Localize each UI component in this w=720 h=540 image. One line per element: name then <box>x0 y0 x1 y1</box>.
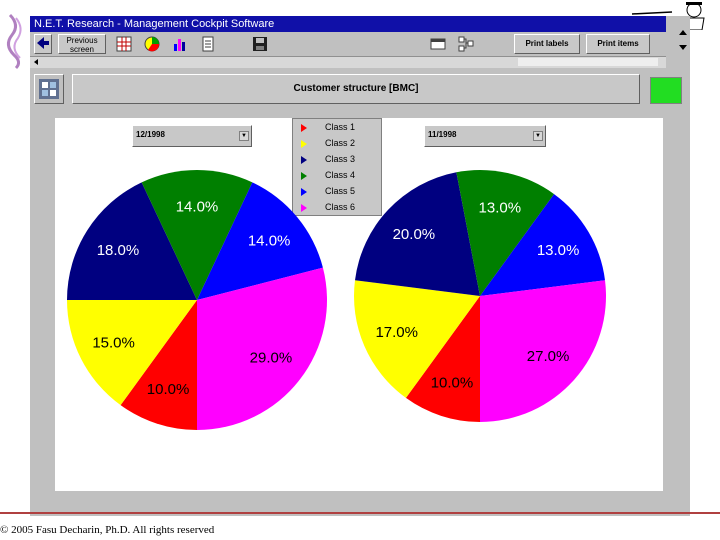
pie-slice <box>67 182 197 300</box>
pie-slice <box>480 194 606 296</box>
pie-slice <box>480 280 606 422</box>
legend-marker <box>301 124 307 132</box>
pie-data-label: 14.0% <box>248 232 291 249</box>
pie-data-label: 10.0% <box>147 381 190 398</box>
chevron-down-icon[interactable]: ▼ <box>533 131 543 141</box>
pie-slice <box>405 296 480 422</box>
print-labels-button[interactable]: Print labels <box>514 34 580 54</box>
pie-slice <box>120 300 197 430</box>
pie-data-label: 20.0% <box>393 226 436 243</box>
pie-slice <box>197 267 327 430</box>
legend-label: Class 3 <box>325 154 356 164</box>
table-icon[interactable] <box>116 36 132 52</box>
legend-item[interactable]: Class 6 <box>297 201 381 216</box>
panel-title: Customer structure [BMC] <box>72 74 640 104</box>
pie-charts: 10.0% 15.0% 18.0% 14.0% 14.0% 29.0% 10.0% 17.0%… <box>67 170 606 430</box>
pie-chart-icon[interactable] <box>144 36 160 52</box>
pie-slice <box>141 170 253 300</box>
legend-marker <box>301 156 307 164</box>
pie-data-label: 18.0% <box>97 242 140 259</box>
pie-slice <box>354 172 480 296</box>
pie-slice <box>197 182 323 300</box>
save-disk-icon[interactable] <box>252 36 268 52</box>
pie-data-label: 27.0% <box>527 348 570 365</box>
bar-chart-icon[interactable] <box>172 36 188 52</box>
pie-data-label: 14.0% <box>176 198 219 215</box>
previous-screen-button[interactable]: Previous screen <box>58 34 106 54</box>
menu-grid-icon <box>39 79 59 99</box>
chevron-down-icon[interactable]: ▼ <box>239 131 249 141</box>
status-indicator <box>650 77 682 104</box>
legend-label: Class 6 <box>325 202 356 212</box>
vertical-scrollbar[interactable] <box>676 16 690 66</box>
legend-label: Class 2 <box>325 138 356 148</box>
pie-data-label: 29.0% <box>250 349 293 366</box>
legend-item[interactable]: Class 5 <box>297 185 381 200</box>
print-items-button[interactable]: Print items <box>586 34 650 54</box>
date-dropdown-right[interactable]: 11/1998 ▼ <box>424 125 546 147</box>
document-icon[interactable] <box>200 36 216 52</box>
date-dropdown-left-value: 12/1998 <box>136 130 165 139</box>
legend-label: Class 1 <box>325 122 356 132</box>
legend-marker <box>301 188 307 196</box>
arrow-left-icon <box>37 37 49 49</box>
legend-item[interactable]: Class 2 <box>297 137 381 152</box>
menu-button[interactable] <box>34 74 64 104</box>
back-arrow-button[interactable] <box>34 34 52 54</box>
scroll-down-icon[interactable] <box>678 44 688 52</box>
network-tree-icon[interactable] <box>458 36 474 52</box>
footer-divider <box>0 512 720 514</box>
pie-slice <box>456 170 555 296</box>
pie-slice <box>67 300 197 406</box>
legend-marker <box>301 172 307 180</box>
legend-label: Class 5 <box>325 186 356 196</box>
legend-marker <box>301 204 307 212</box>
scrollbar-thumb[interactable] <box>518 58 658 66</box>
pie-data-label: 13.0% <box>537 242 580 259</box>
pie-data-label: 15.0% <box>92 334 135 351</box>
scroll-up-icon[interactable] <box>678 28 688 36</box>
pie-data-label: 17.0% <box>375 324 418 341</box>
pie-data-label: 10.0% <box>431 374 474 391</box>
pie-slice <box>354 280 480 398</box>
scroll-left-icon[interactable] <box>32 58 40 66</box>
pie-data-label: 13.0% <box>479 199 522 216</box>
date-dropdown-right-value: 11/1998 <box>428 130 457 139</box>
legend: Class 1 Class 2 Class 3 Class 4 Class 5 … <box>292 118 382 216</box>
window-title: N.E.T. Research - Management Cockpit Sof… <box>30 16 666 32</box>
legend-item[interactable]: Class 4 <box>297 169 381 184</box>
horizontal-scrollbar[interactable] <box>30 56 666 68</box>
legend-label: Class 4 <box>325 170 356 180</box>
date-dropdown-left[interactable]: 12/1998 ▼ <box>132 125 252 147</box>
window-icon[interactable] <box>430 36 446 52</box>
copyright-text: © 2005 Fasu Decharin, Ph.D. All rights r… <box>0 524 215 536</box>
legend-item[interactable]: Class 1 <box>297 121 381 136</box>
toolbar: Previous screen Print labels Print items <box>30 32 666 56</box>
legend-marker <box>301 140 307 148</box>
legend-item[interactable]: Class 3 <box>297 153 381 168</box>
decorative-clipart-left <box>7 13 22 70</box>
